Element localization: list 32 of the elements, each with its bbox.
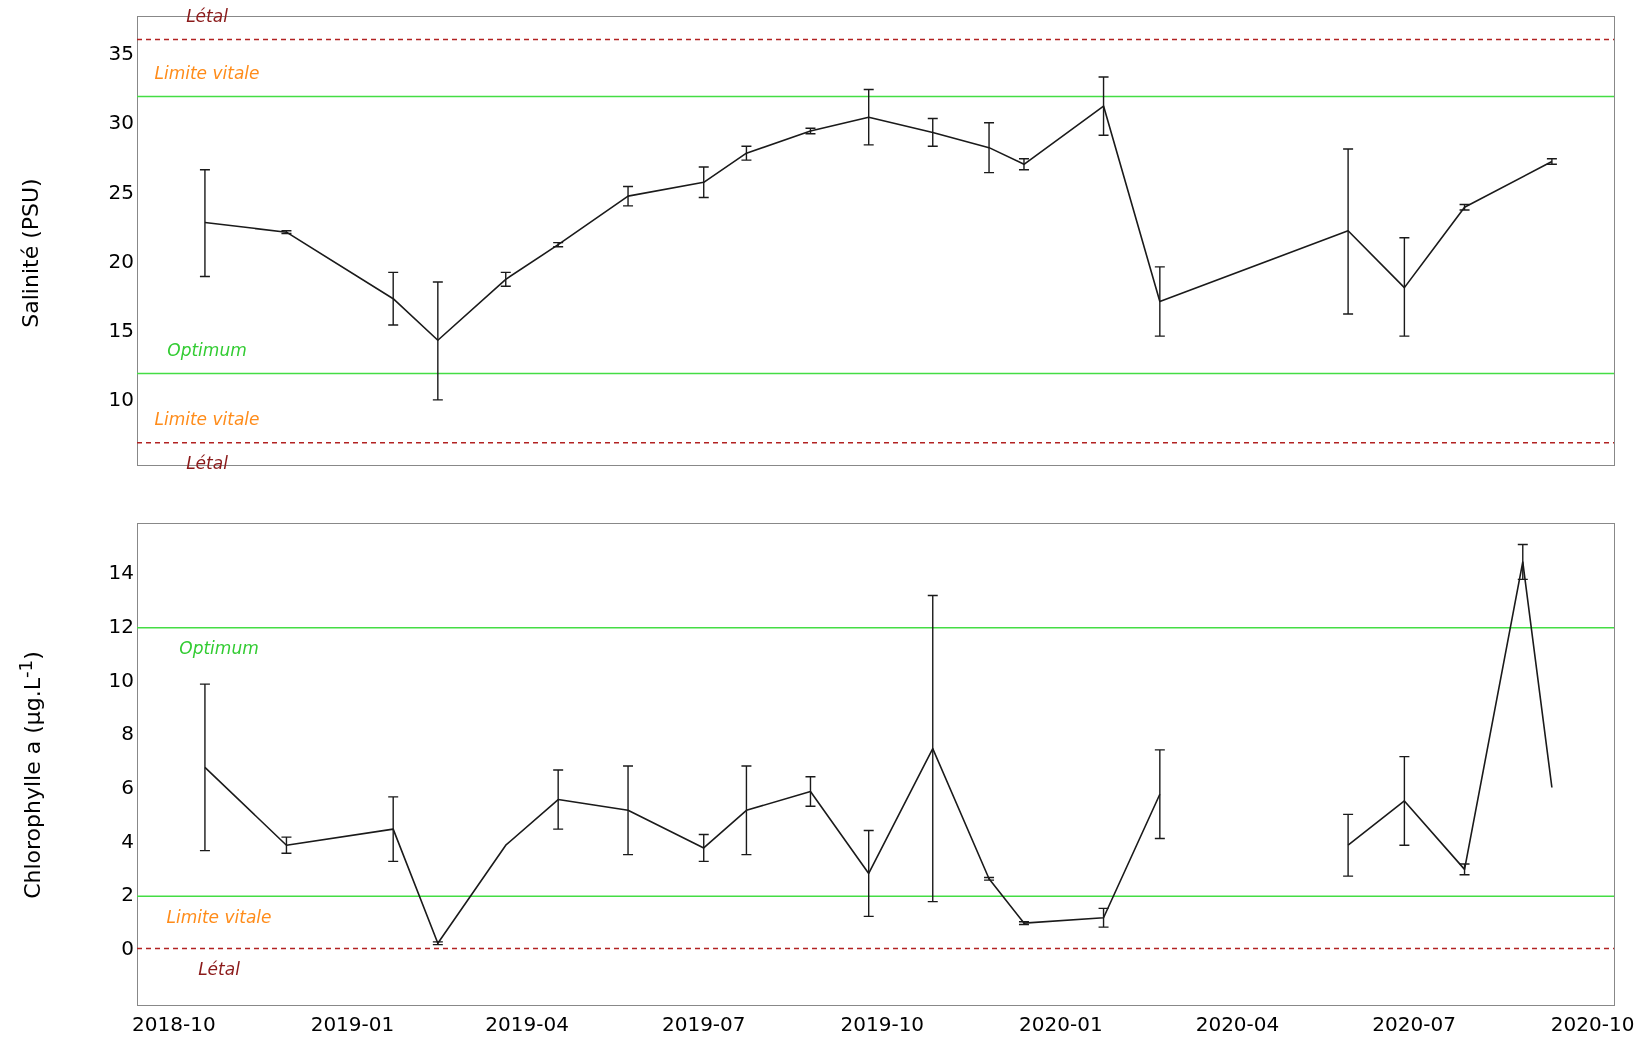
x-tick-label: 2019-10 <box>840 1012 925 1037</box>
annotation: Létal <box>186 453 229 474</box>
y-tick-label: 12 <box>108 613 134 638</box>
y-tick-label: 10 <box>108 387 134 412</box>
y-tick-label: 35 <box>108 41 134 66</box>
y-tick-label: 15 <box>108 318 134 343</box>
x-tick-label: 2020-01 <box>1019 1012 1103 1037</box>
y-tick-label: 4 <box>121 828 134 853</box>
x-tick-label: 2019-01 <box>310 1012 395 1037</box>
x-tick-label: 2018-10 <box>132 1012 216 1037</box>
y-tick-label: 6 <box>121 775 134 800</box>
y-tick-label: 30 <box>108 110 134 135</box>
y-tick-label: 14 <box>108 560 134 585</box>
annotation: Limite vitale <box>154 409 260 430</box>
annotation: Létal <box>198 959 241 980</box>
x-tick-label: 2020-07 <box>1372 1012 1456 1037</box>
x-tick-label: 2020-04 <box>1195 1012 1280 1037</box>
x-tick-label: 2019-07 <box>661 1012 746 1037</box>
y-tick-label: 2 <box>121 882 134 907</box>
y-tick-label: 25 <box>108 179 134 204</box>
x-tick-label: 2020-10 <box>1550 1012 1635 1037</box>
annotation: Limite vitale <box>154 62 260 83</box>
y-tick-label: 0 <box>121 936 134 961</box>
annotation: Létal <box>186 5 229 26</box>
annotation: Optimum <box>167 339 247 360</box>
annotation: Optimum <box>179 638 259 659</box>
x-tick-label: 2019-04 <box>485 1012 569 1037</box>
y-tick-label: 10 <box>108 667 134 692</box>
y-axis-title: Salinité (PSU) <box>17 177 43 328</box>
annotation: Limite vitale <box>166 906 272 927</box>
y-tick-label: 8 <box>121 721 134 746</box>
y-tick-label: 20 <box>108 248 134 273</box>
